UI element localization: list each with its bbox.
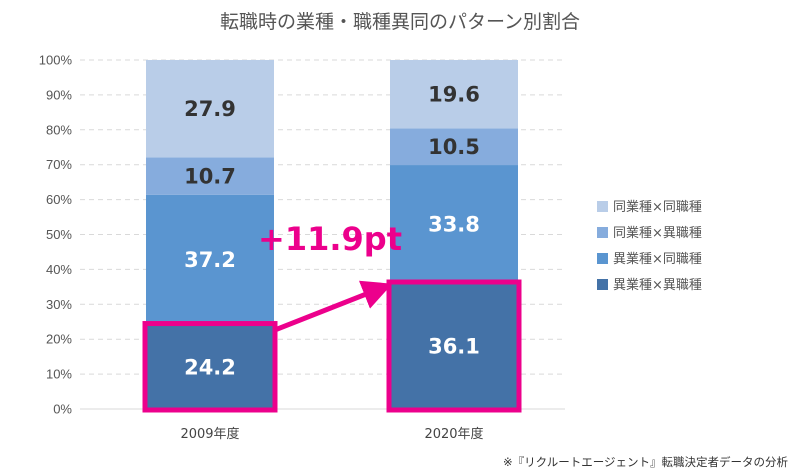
- highlights: [142, 279, 522, 413]
- y-tick-label: 60%: [46, 192, 72, 207]
- legend-item: 異業種×異職種: [613, 277, 702, 293]
- legend-item: 同業種×異職種: [613, 225, 702, 241]
- x-axis: 2009年度 2020年度: [180, 426, 483, 442]
- legend-item: 異業種×同職種: [613, 251, 702, 267]
- data-label: 24.2: [184, 355, 236, 379]
- legend-swatch: [597, 201, 608, 212]
- y-tick-label: 10%: [46, 367, 72, 382]
- legend-swatch: [597, 227, 608, 238]
- highlight-box-1: [142, 321, 278, 413]
- x-category-label: 2020年度: [424, 426, 483, 442]
- bar-segment-1-3: [146, 157, 274, 195]
- data-label: 37.2: [184, 248, 236, 272]
- highlight-box-2: [386, 279, 522, 413]
- legend-swatch: [597, 279, 608, 290]
- bar-segment-2-3: [390, 128, 518, 166]
- delta-annotation: +11.9pt: [258, 220, 402, 258]
- data-label: 10.7: [184, 165, 236, 189]
- y-tick-label: 40%: [46, 262, 72, 277]
- y-tick-label: 100%: [39, 53, 73, 68]
- data-label: 10.5: [428, 135, 480, 159]
- data-label: 36.1: [428, 335, 480, 359]
- legend-swatch: [597, 253, 608, 264]
- y-tick-label: 30%: [46, 297, 72, 312]
- data-label: 27.9: [184, 97, 236, 121]
- y-tick-label: 20%: [46, 332, 72, 347]
- bar-segment-2-4: [390, 60, 518, 129]
- bars: 24.2 37.2 10.7 27.9 36.1 33.8 10.5 19.6: [146, 60, 518, 409]
- y-tick-label: 50%: [46, 227, 72, 242]
- x-category-label: 2009年度: [180, 426, 239, 442]
- data-label: 19.6: [428, 83, 480, 107]
- y-tick-label: 90%: [46, 87, 72, 102]
- y-axis: 0% 10% 20% 30% 40% 50% 60% 70% 80% 90% 100%: [39, 53, 73, 417]
- data-label: 33.8: [428, 213, 480, 237]
- growth-arrow: [275, 280, 393, 332]
- bar-segment-1-1: [146, 324, 274, 409]
- y-tick-label: 70%: [46, 157, 72, 172]
- source-note: ※『リクルートエージェント』転職決定者データの分析: [503, 455, 788, 469]
- bar-segment-1-2: [146, 194, 274, 325]
- bar-segment-2-2: [390, 165, 518, 284]
- bar-segment-2-1: [390, 283, 518, 409]
- y-tick-label: 80%: [46, 122, 72, 137]
- chart-title: 転職時の業種・職種異同のパターン別割合: [220, 11, 580, 33]
- bar-segment-1-4: [146, 60, 274, 158]
- y-tick-label: 0%: [53, 402, 72, 417]
- legend-item: 同業種×同職種: [613, 199, 702, 215]
